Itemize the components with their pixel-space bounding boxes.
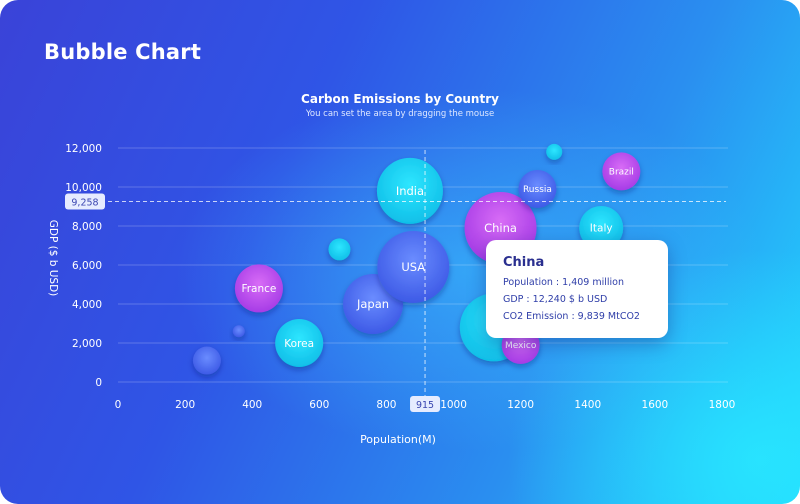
crosshair-x-badge — [410, 396, 441, 412]
x-axis-title: Population(M) — [360, 433, 436, 446]
x-tick-label: 600 — [309, 399, 329, 411]
bubble-label: China — [484, 221, 517, 235]
bubble[interactable]: Russia — [518, 169, 557, 208]
crosshair-y-badge — [65, 193, 105, 210]
bubbles: FranceKoreaJapanIndiaUSAChinaCaRussiaMex… — [192, 143, 641, 375]
bubble[interactable]: Brazil — [602, 152, 641, 191]
bubble-circle[interactable] — [376, 157, 443, 224]
x-tick-label: 200 — [175, 399, 195, 411]
bubble-label: France — [241, 283, 276, 295]
y-tick-label: 6,000 — [72, 260, 102, 272]
bubble-label: Italy — [590, 223, 613, 235]
bubble-circle[interactable] — [275, 319, 324, 367]
bubble-label: Russia — [523, 185, 552, 195]
bubble-circle[interactable] — [518, 169, 557, 208]
bubble[interactable]: India — [376, 157, 443, 224]
bubble-circle[interactable] — [234, 264, 283, 313]
bubble-label: Korea — [284, 338, 314, 350]
x-tick-label: 1400 — [574, 399, 601, 411]
tooltip-population: Population : 1,409 million — [503, 277, 625, 288]
bubble-circle[interactable] — [328, 238, 351, 261]
bubble-label: USA — [401, 260, 425, 274]
x-tick-label: 1000 — [440, 399, 467, 411]
bubble[interactable] — [546, 143, 563, 160]
tooltip-title: China — [503, 255, 545, 270]
x-tick-label: 800 — [376, 399, 396, 411]
tooltip-co2: CO2 Emission : 9,839 MtCO2 — [503, 311, 640, 322]
chart-title: Carbon Emissions by Country — [301, 92, 499, 106]
x-tick-label: 1600 — [642, 399, 669, 411]
bubble-circle[interactable] — [232, 325, 245, 338]
crosshair: 9,258 915 — [65, 150, 726, 412]
bubble[interactable]: USA — [377, 230, 450, 303]
bubble[interactable]: Italy — [579, 205, 624, 250]
bubble[interactable] — [328, 238, 351, 261]
y-tick-label: 0 — [95, 377, 102, 389]
y-axis-title: GDP ($ b USD) — [47, 220, 59, 297]
crosshair-y-value: 9,258 — [71, 197, 98, 208]
bubble[interactable]: Korea — [275, 319, 324, 367]
axes: 0 2,000 4,000 6,000 8,000 10,000 12,000 0 200 400… — [65, 143, 735, 411]
bubble-label: Brazil — [609, 168, 634, 178]
bubble-label: India — [396, 184, 424, 198]
bubble-circle[interactable] — [546, 143, 563, 160]
tooltip-gdp: GDP : 12,240 $ b USD — [503, 294, 608, 305]
bubble-label: Japan — [356, 297, 389, 311]
y-tick-label: 4,000 — [72, 299, 102, 311]
crosshair-x-value: 915 — [416, 400, 434, 411]
tooltip: China Population : 1,409 million GDP : 1… — [486, 240, 668, 338]
bubble[interactable] — [232, 325, 245, 338]
x-tick-label: 1800 — [709, 399, 736, 411]
bubble[interactable]: France — [234, 264, 283, 313]
x-tick-label: 0 — [115, 399, 122, 411]
y-tick-label: 12,000 — [65, 143, 102, 155]
y-tick-label: 2,000 — [72, 338, 102, 350]
bubble-circle[interactable] — [377, 230, 450, 303]
bubble-label: Mexico — [505, 341, 537, 351]
bubble-circle[interactable] — [579, 205, 624, 250]
y-tick-label: 8,000 — [72, 221, 102, 233]
chart-subtitle: You can set the area by dragging the mou… — [305, 109, 495, 119]
bubble-circle[interactable] — [192, 346, 221, 375]
page-title: Bubble Chart — [44, 40, 202, 64]
x-tick-label: 1200 — [507, 399, 534, 411]
x-tick-label: 400 — [242, 399, 262, 411]
y-tick-label: 10,000 — [65, 182, 102, 194]
bubble[interactable] — [192, 346, 221, 375]
bubble-circle[interactable] — [602, 152, 641, 191]
